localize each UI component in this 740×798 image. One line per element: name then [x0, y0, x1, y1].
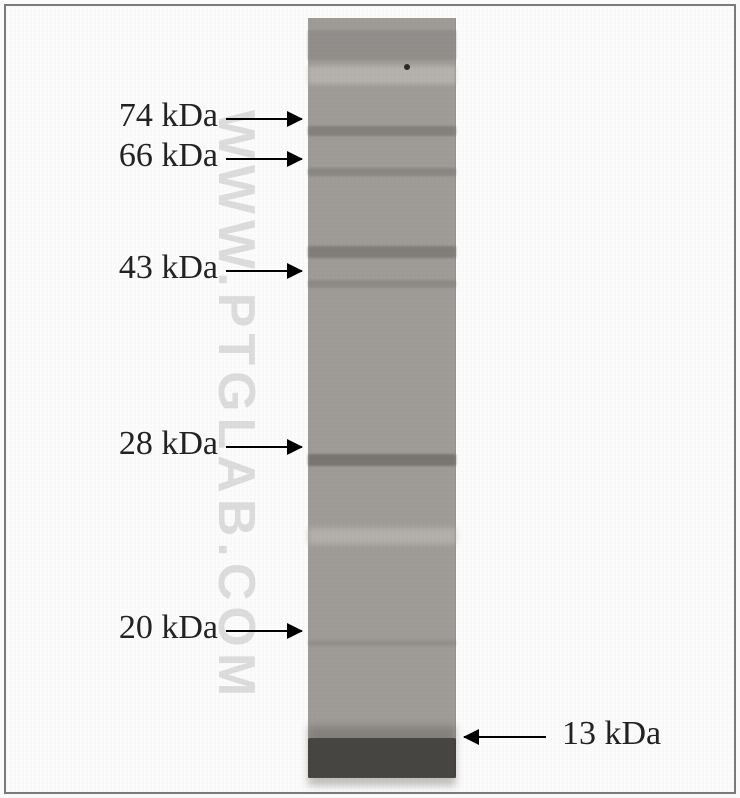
- marker-arrow-icon: [464, 736, 546, 738]
- band-74kda: [308, 126, 456, 136]
- band-28kda: [308, 454, 456, 466]
- band-diffuse-top: [308, 66, 456, 84]
- gel-lane: [308, 18, 456, 778]
- band-43kda: [308, 280, 456, 288]
- band-66kda: [308, 168, 456, 176]
- band-20kda: [308, 640, 456, 646]
- marker-label: 20 kDa: [76, 609, 218, 647]
- marker-arrow-icon: [226, 446, 302, 448]
- marker-arrow-icon: [226, 158, 302, 160]
- marker-label: 13 kDa: [562, 715, 661, 753]
- figure-border: WWW.PTGLAB.COM 74 kDa66 kDa43 kDa28 kDa2…: [4, 4, 736, 794]
- marker-label: 28 kDa: [76, 425, 218, 463]
- band-mid-48: [308, 246, 456, 258]
- speck: [404, 64, 410, 70]
- band-light-24: [308, 528, 456, 544]
- marker-label: 66 kDa: [76, 137, 218, 175]
- marker-arrow-icon: [226, 270, 302, 272]
- band-13kda-halo: [308, 726, 456, 786]
- band-well: [308, 30, 456, 60]
- figure-canvas: WWW.PTGLAB.COM 74 kDa66 kDa43 kDa28 kDa2…: [0, 0, 740, 798]
- marker-arrow-icon: [226, 118, 302, 120]
- marker-label: 43 kDa: [76, 249, 218, 287]
- marker-label: 74 kDa: [76, 97, 218, 135]
- marker-arrow-icon: [226, 630, 302, 632]
